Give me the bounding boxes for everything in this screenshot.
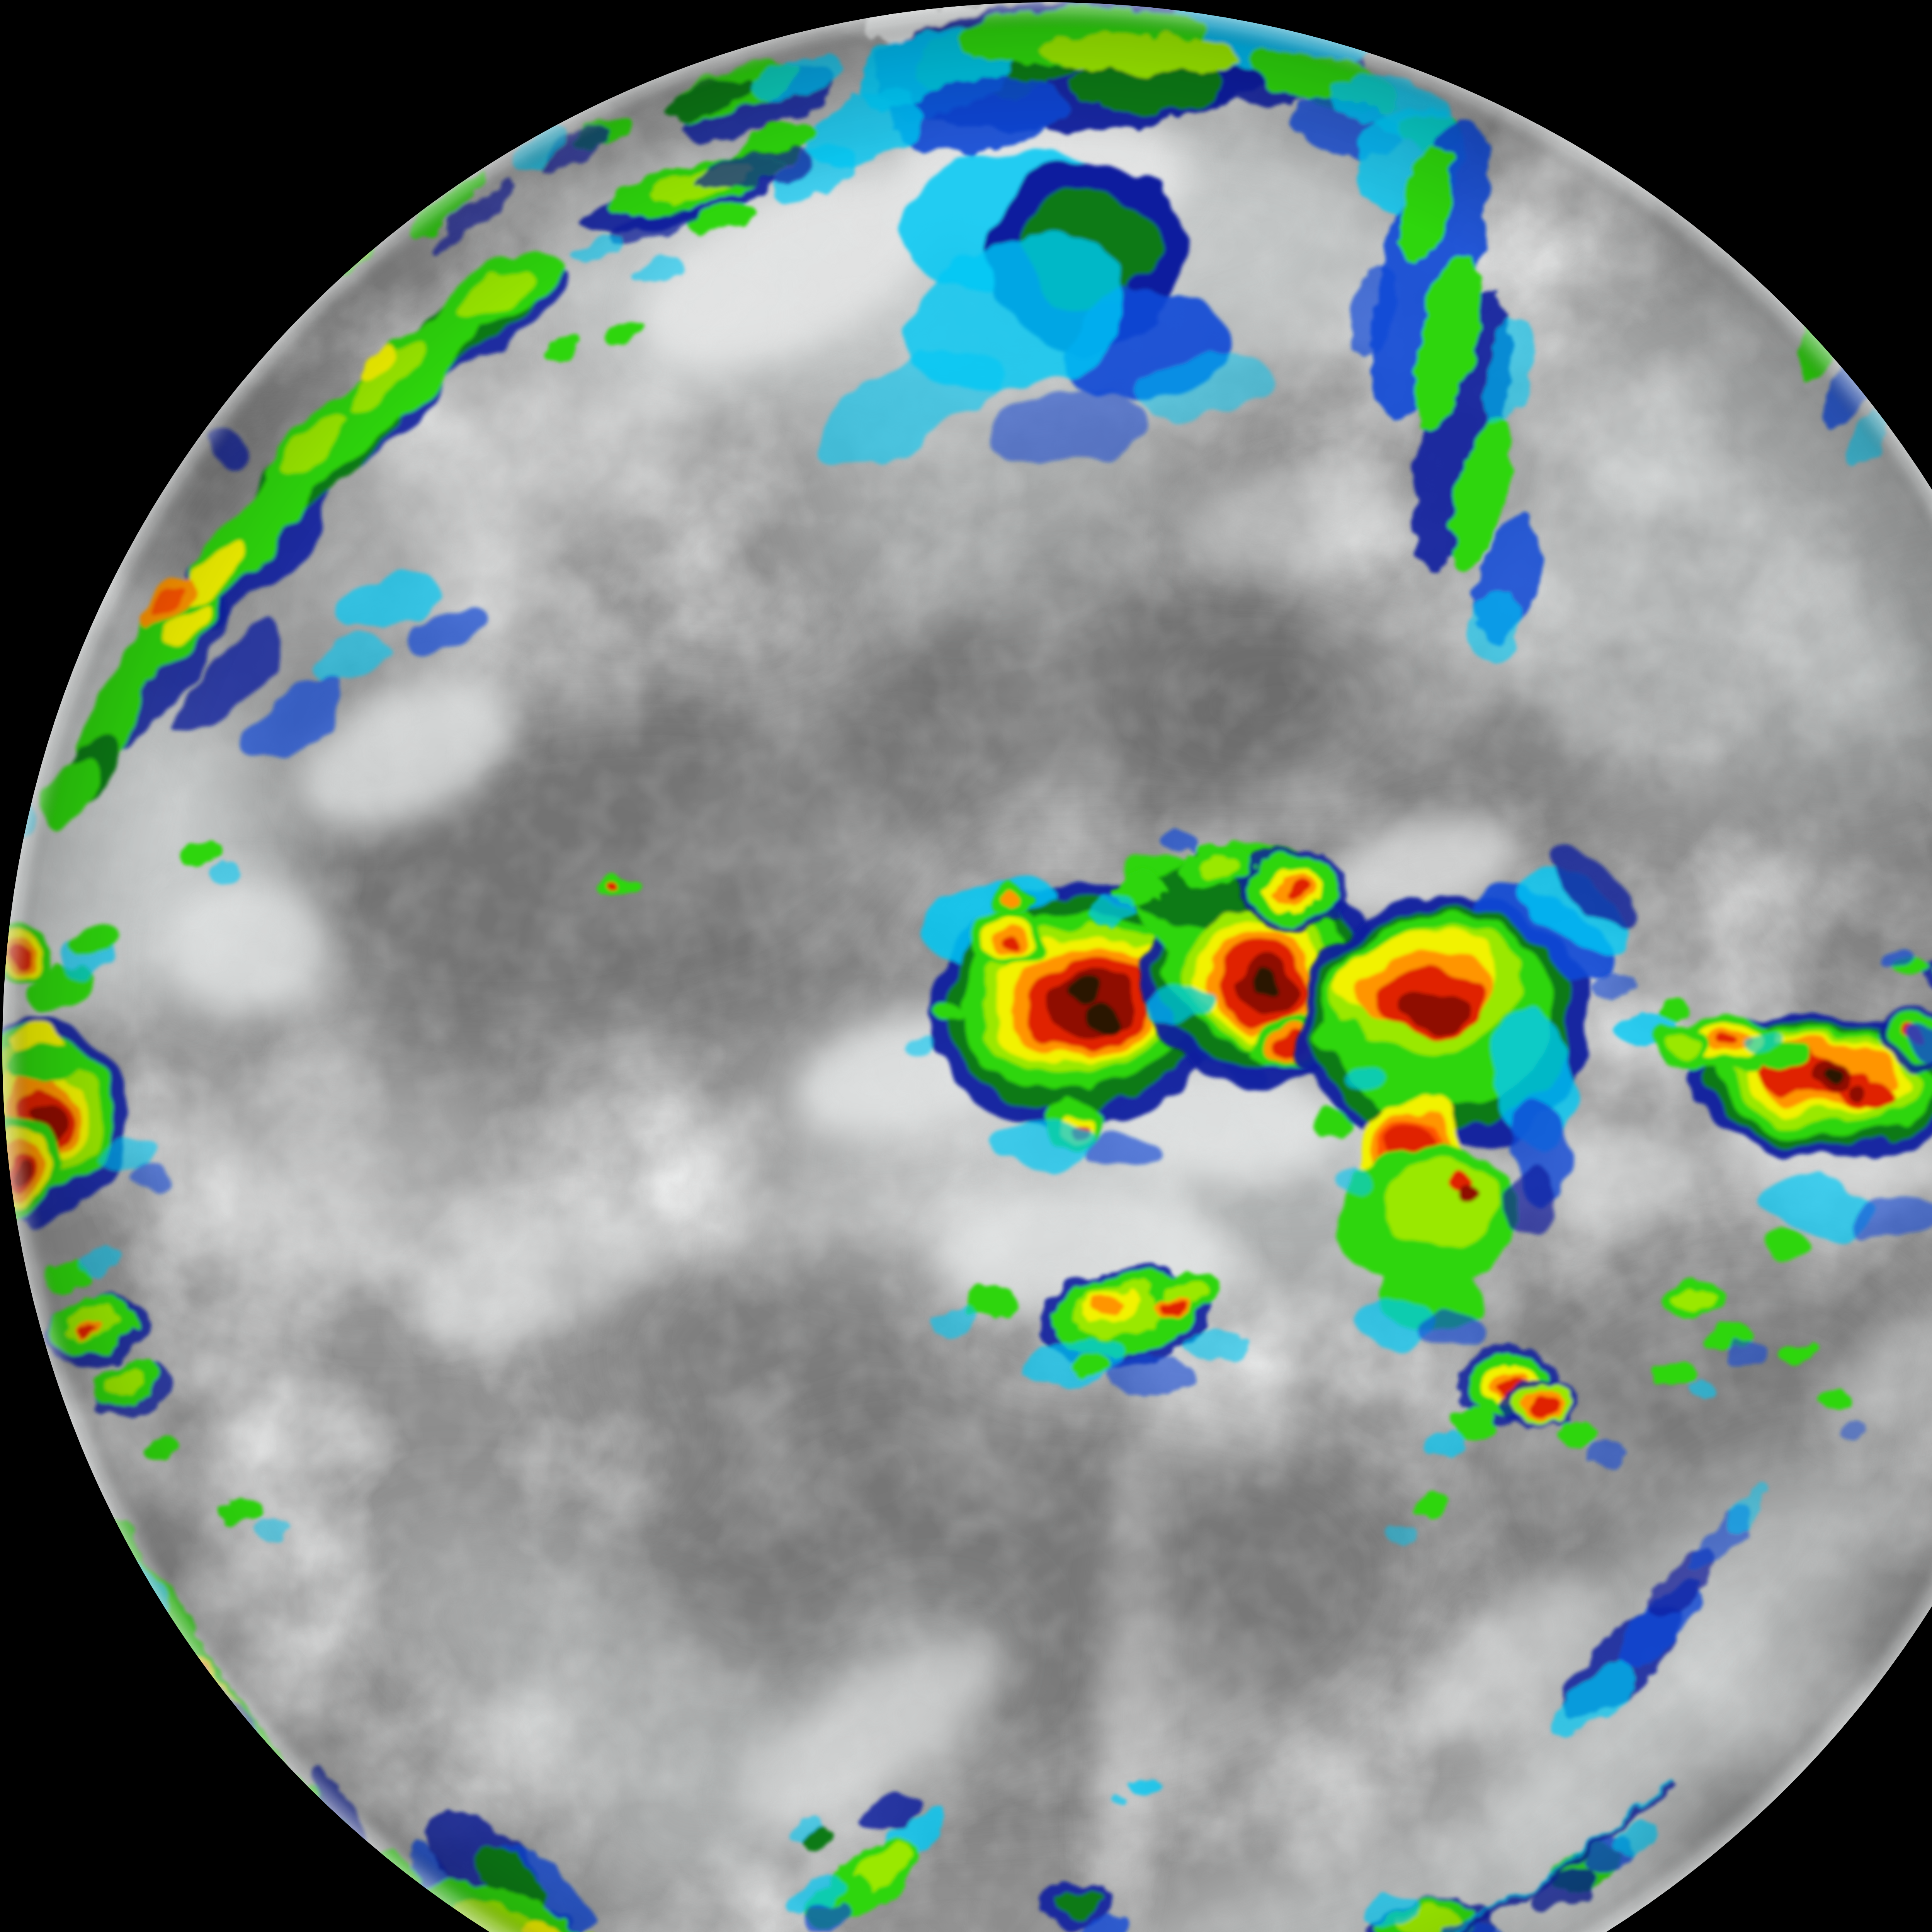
limb-shading	[2, 2, 1932, 1932]
globe-disk	[0, 0, 1932, 1932]
earth-ir-full-disk: Full-disk enhanced infrared satellite im…	[0, 0, 1932, 1932]
space-background: Full-disk enhanced infrared satellite im…	[0, 0, 1932, 1932]
